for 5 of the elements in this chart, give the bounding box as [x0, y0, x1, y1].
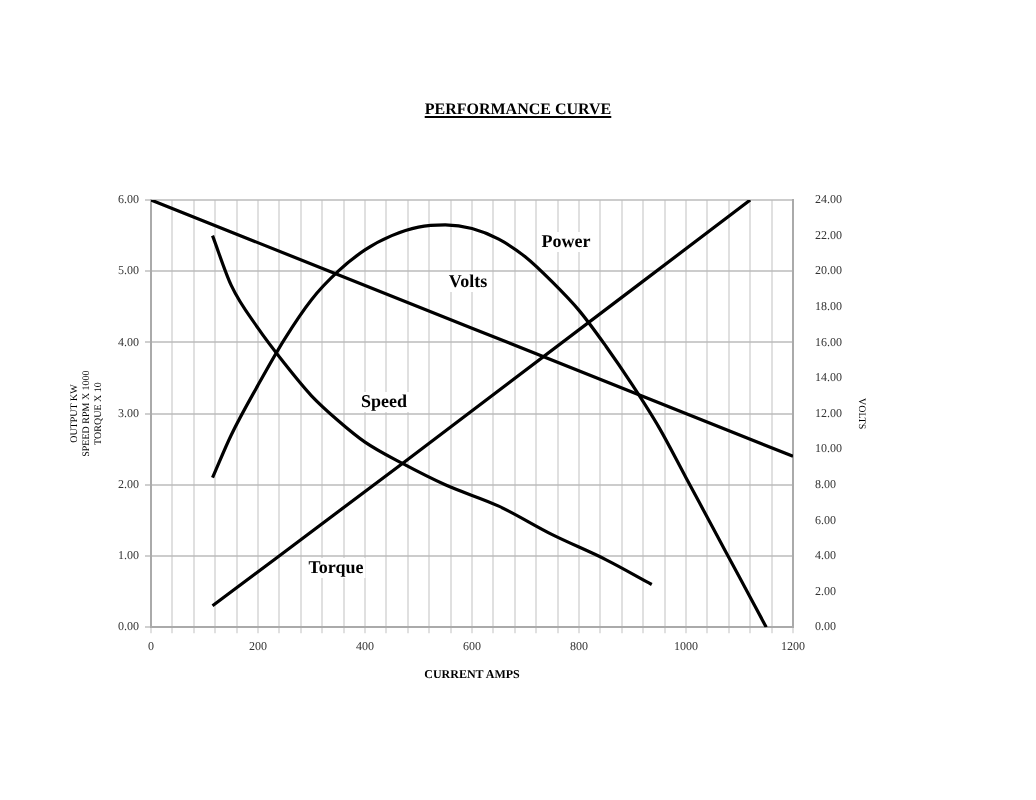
series-label: Torque	[308, 556, 364, 577]
series-label: Power	[541, 230, 591, 251]
series-label: Speed	[360, 390, 408, 411]
series-label: Volts	[448, 270, 489, 291]
chart-title: PERFORMANCE CURVE	[422, 100, 614, 118]
